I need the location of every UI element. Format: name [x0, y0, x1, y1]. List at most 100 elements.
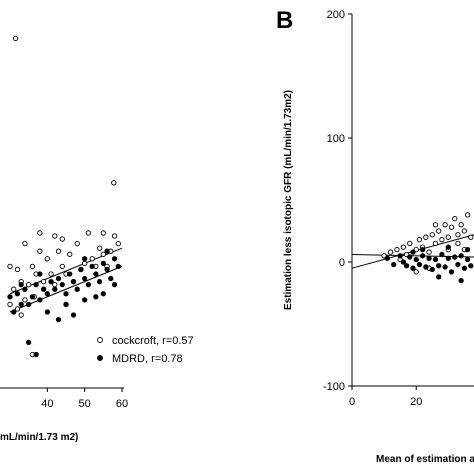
- panel-b-filled-point: [445, 244, 451, 250]
- panel-b-filled-point: [403, 263, 410, 269]
- panel-a-filled-point: [22, 286, 28, 292]
- panel-a-open-point: [44, 256, 50, 262]
- panel-a-x-tick-label: 40: [41, 398, 53, 410]
- panel-b-filled-point: [458, 277, 464, 284]
- panel-a-x-tick-label: 60: [116, 398, 128, 410]
- panel-b-filled-point: [448, 269, 455, 275]
- panel-a-filled-point: [93, 271, 99, 277]
- panel-a-open-point: [52, 233, 58, 239]
- panel-b-filled-point: [416, 261, 423, 268]
- panel-a-filled-point: [29, 294, 36, 300]
- panel-b-y-tick-label: 100: [327, 133, 345, 145]
- panel-b-filled-point: [439, 251, 445, 258]
- panel-a-open-point: [85, 230, 92, 236]
- panel-b-open-point: [387, 249, 394, 255]
- panel-a-open-point: [37, 230, 43, 236]
- panel-a-filled-point: [44, 309, 50, 315]
- panel-b-y-axis-label: Estimation less isotopic GFR (mL/min/1.7…: [283, 90, 294, 310]
- panel-a-open-point: [37, 248, 43, 254]
- panel-b-open-point: [458, 222, 464, 228]
- panel-b-filled-point: [426, 255, 432, 261]
- panel-a-filled-point: [82, 275, 88, 282]
- panel-a-open-point: [22, 240, 28, 247]
- panel-a-legend: cockcroft, r=0.57 MDRD, r=0.78: [97, 335, 194, 365]
- panel-b-open-point: [416, 237, 423, 243]
- panel-b-filled-point: [397, 253, 403, 259]
- panel-b-filled-point: [436, 263, 442, 269]
- panel-b-open-point: [452, 215, 458, 222]
- panel-a-filled-point: [93, 294, 99, 300]
- panel-b-open-point: [439, 237, 445, 243]
- panel-a-open-point: [74, 240, 80, 247]
- panel-b-filled-point: [391, 261, 397, 268]
- panel-a-filled-point: [74, 286, 80, 292]
- panel-a-filled-point: [100, 291, 106, 297]
- panel-a-open-point: [7, 301, 13, 308]
- panel-b-open-point: [394, 246, 400, 253]
- panel-a-filled-point: [26, 301, 32, 308]
- panel-b-filled-point: [445, 255, 451, 261]
- panel-a-x-ticks: 40 50 60: [41, 388, 128, 410]
- panel-a-filled-point: [104, 266, 110, 273]
- panel-a-filled-point: [52, 286, 58, 292]
- panel-b-open-point: [455, 240, 461, 247]
- panel-a-filled-point: [14, 291, 21, 297]
- panel-b-chart: B -100 0 100 200 0 20 Estimation less isotopi…: [276, 7, 474, 465]
- panel-a-filled-point: [63, 301, 69, 308]
- panel-b-open-point: [432, 240, 439, 247]
- panel-a-filled-point: [44, 291, 50, 297]
- panel-a-filled-point: [108, 275, 114, 282]
- panel-a-open-point: [52, 281, 58, 288]
- panel-a-open-point: [55, 248, 62, 254]
- panel-b-open-point: [423, 234, 429, 240]
- panel-b-open-point: [400, 244, 407, 250]
- panel-b-open-point: [468, 234, 474, 240]
- panel-a-filled-point: [70, 312, 77, 318]
- panel-a-open-point: [100, 230, 106, 236]
- panel-a-filled-point: [115, 263, 121, 270]
- panel-a-open-point: [111, 180, 117, 186]
- panel-a-open-point: [59, 236, 65, 242]
- panel-a-open-point: [14, 266, 21, 273]
- panel-a-open-point: [40, 278, 47, 285]
- panel-b-filled-point: [419, 246, 426, 253]
- panel-a-filled-point: [7, 294, 13, 300]
- panel-a-legend-label: MDRD, r=0.78: [112, 353, 183, 365]
- panel-b-y-tick-label: 0: [339, 257, 345, 269]
- panel-b-open-point: [445, 234, 451, 240]
- panel-a-points: [7, 35, 121, 358]
- panel-a-filled-point: [82, 297, 88, 303]
- panel-a-filled-point: [18, 281, 24, 288]
- panel-a-legend-label: cockcroft, r=0.57: [112, 335, 194, 347]
- panel-b-filled-point: [436, 274, 442, 280]
- panel-b-open-point: [455, 232, 461, 238]
- panel-a-filled-point: [85, 281, 92, 288]
- panel-a-open-point: [12, 35, 19, 42]
- panel-a-open-point: [82, 260, 88, 267]
- panel-b-open-point: [464, 212, 471, 218]
- panel-a-open-point: [29, 263, 36, 270]
- panel-a-open-point: [22, 297, 28, 303]
- panel-b-filled-point: [413, 256, 419, 263]
- panel-a-filled-point: [33, 351, 39, 358]
- panel-a-open-point: [100, 251, 106, 257]
- panel-a-open-point: [59, 263, 65, 270]
- panel-a-filled-point: [104, 248, 110, 254]
- panel-b-filled-point: [410, 265, 416, 271]
- panel-a-open-point: [89, 256, 95, 262]
- panel-b-open-point: [426, 249, 432, 255]
- panel-a-filled-point: [59, 281, 65, 288]
- panel-b-filled-point: [419, 253, 426, 259]
- panel-b-ticks: -100 0 100 200 0 20: [323, 9, 422, 408]
- panel-a-filled-point: [48, 278, 54, 285]
- panel-a-filled-point: [67, 271, 73, 277]
- panel-a-legend-marker: [97, 337, 103, 343]
- panel-a-open-point: [11, 286, 17, 292]
- panel-a-x-axis-label: mL/min/1.73 m2): [0, 432, 78, 443]
- panel-b-points: [381, 212, 474, 284]
- panel-a-filled-point: [63, 291, 69, 297]
- panel-b-filled-point: [410, 249, 416, 255]
- panel-a-filled-point: [37, 297, 43, 303]
- panel-b-letter: B: [276, 7, 293, 34]
- panel-b-open-point: [413, 269, 419, 275]
